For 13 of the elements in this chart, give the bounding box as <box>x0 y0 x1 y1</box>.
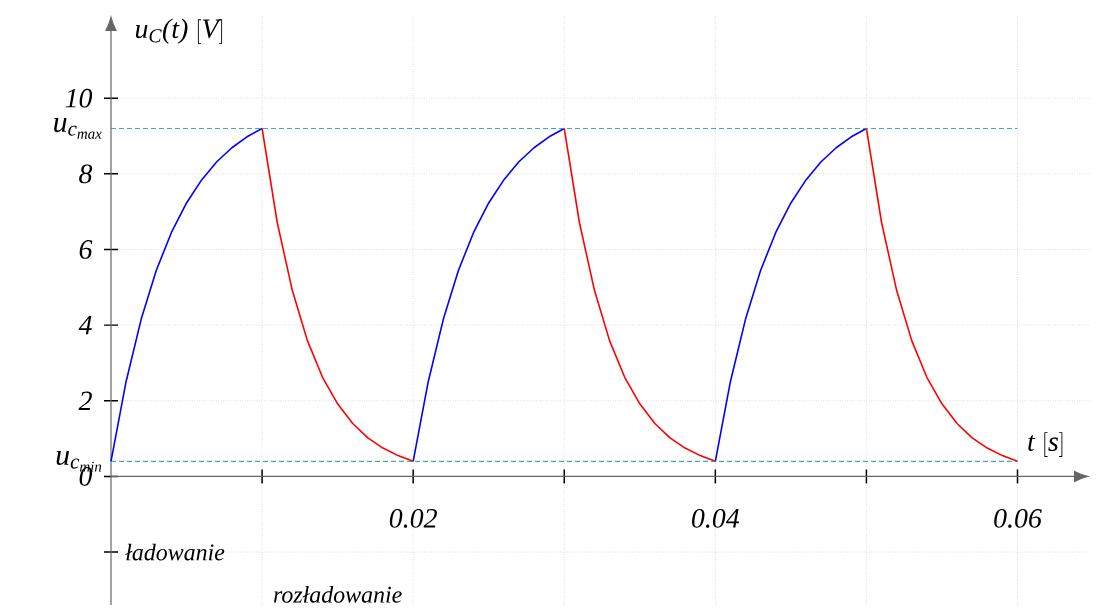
y-tick-label: 8 <box>79 164 93 184</box>
y-axis-title: $\textit{u}_{\textit{C}}\textit{(t)}\ [\textit{V}]$ <box>135 18 223 45</box>
annotation: rozładowanie <box>273 585 402 603</box>
y-tick-label: 2 <box>78 391 92 410</box>
y-tick-label: 4 <box>78 315 92 335</box>
ref-line-label: $\textit{u}_{\textit{c}_{\textit{max}}}$ <box>54 118 102 139</box>
x-tick-label: 0.04 <box>692 508 740 528</box>
x-tick-label: 0.02 <box>389 508 437 528</box>
y-tick-label: 6 <box>79 240 93 259</box>
annotation: ładowanie <box>125 543 225 561</box>
x-tick-label: 0.06 <box>994 508 1042 528</box>
x-axis-title: $\textit{t}\ [\textit{s}]$ <box>1028 432 1063 457</box>
y-tick-label: 10 <box>65 88 93 108</box>
